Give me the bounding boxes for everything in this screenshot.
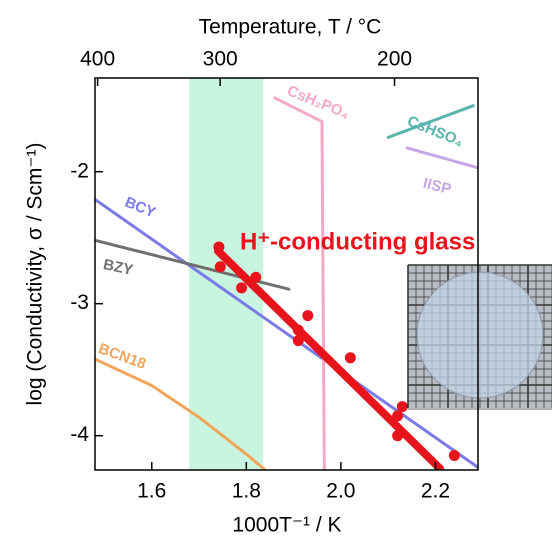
series-label: IISP [421, 175, 453, 198]
x-tick-label: 1.6 [137, 480, 166, 503]
x-axis-title: 1000T⁻¹ / K [232, 514, 341, 537]
data-point [392, 410, 404, 422]
fit-line [213, 246, 445, 470]
series-label: CsHSO₄ [405, 113, 466, 151]
series-label: BZY [102, 256, 135, 279]
curve [405, 146, 478, 170]
y-tick-label: -4 [70, 423, 89, 446]
series-label: H⁺-conducting glass [240, 228, 475, 255]
x-tick-label: 2.2 [421, 480, 450, 503]
data-point [396, 401, 408, 413]
data-point [214, 261, 226, 273]
y-axis-title: log (Conductivity, σ / Scm⁻¹) [24, 143, 47, 406]
y-tick-label: -2 [70, 159, 89, 182]
inset-disc [416, 271, 544, 399]
plot-frame [94, 77, 479, 471]
data-point [302, 310, 314, 322]
curve [273, 96, 326, 470]
data-point [344, 352, 356, 364]
top-axis-title: Temperature, T / °C [199, 16, 382, 39]
data-point [448, 449, 460, 461]
curve [95, 197, 478, 469]
y-tick-label: -3 [70, 291, 89, 314]
series-label: BCN18 [96, 340, 148, 373]
x2-tick-label: 400 [80, 48, 115, 71]
data-point [236, 282, 248, 294]
x-tick-label: 2.0 [326, 480, 355, 503]
x-tick-label: 1.8 [232, 480, 261, 503]
inset-photo [407, 264, 552, 410]
curve [386, 104, 475, 139]
x2-tick-label: 200 [377, 48, 412, 71]
curve [95, 357, 267, 470]
series-label: BCY [122, 194, 158, 222]
series-label: CsH₂PO₄ [285, 82, 352, 122]
x2-tick-label: 300 [203, 48, 238, 71]
